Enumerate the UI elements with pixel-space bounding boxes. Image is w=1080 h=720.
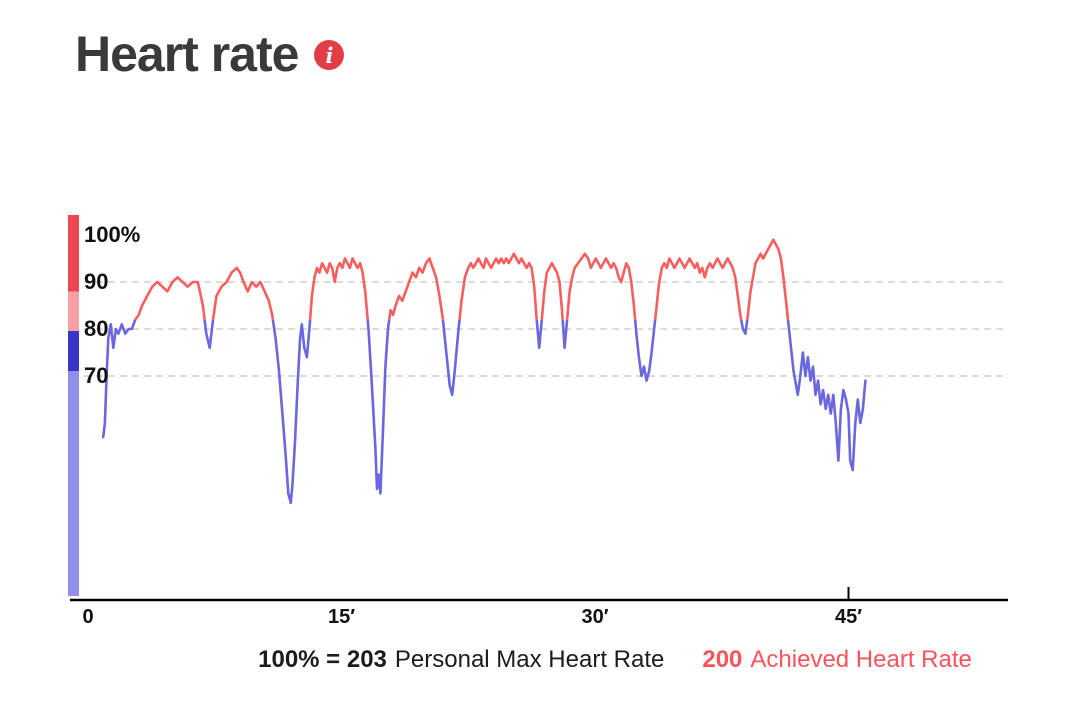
page-title: Heart rate [75,26,299,82]
hr-line-below-threshold [101,319,867,505]
achieved-hr-value: 200 [702,646,743,673]
max-hr-label: Personal Max Heart Rate [394,646,665,673]
hr-zone-bar [68,215,79,596]
achieved-hr-label: Achieved Heart Rate [750,646,972,673]
header: Heart rate i [75,26,345,82]
info-icon-glyph: i [325,42,334,68]
x-axis [70,587,1008,602]
chart-legend: 100% = 203 Personal Max Heart Rate 200 Achi… [0,646,1080,674]
hr-line-series [101,238,867,505]
hr-line-above-threshold [133,238,790,320]
max-hr-value: 100% = 203 [258,646,387,673]
info-icon[interactable]: i [314,40,345,70]
